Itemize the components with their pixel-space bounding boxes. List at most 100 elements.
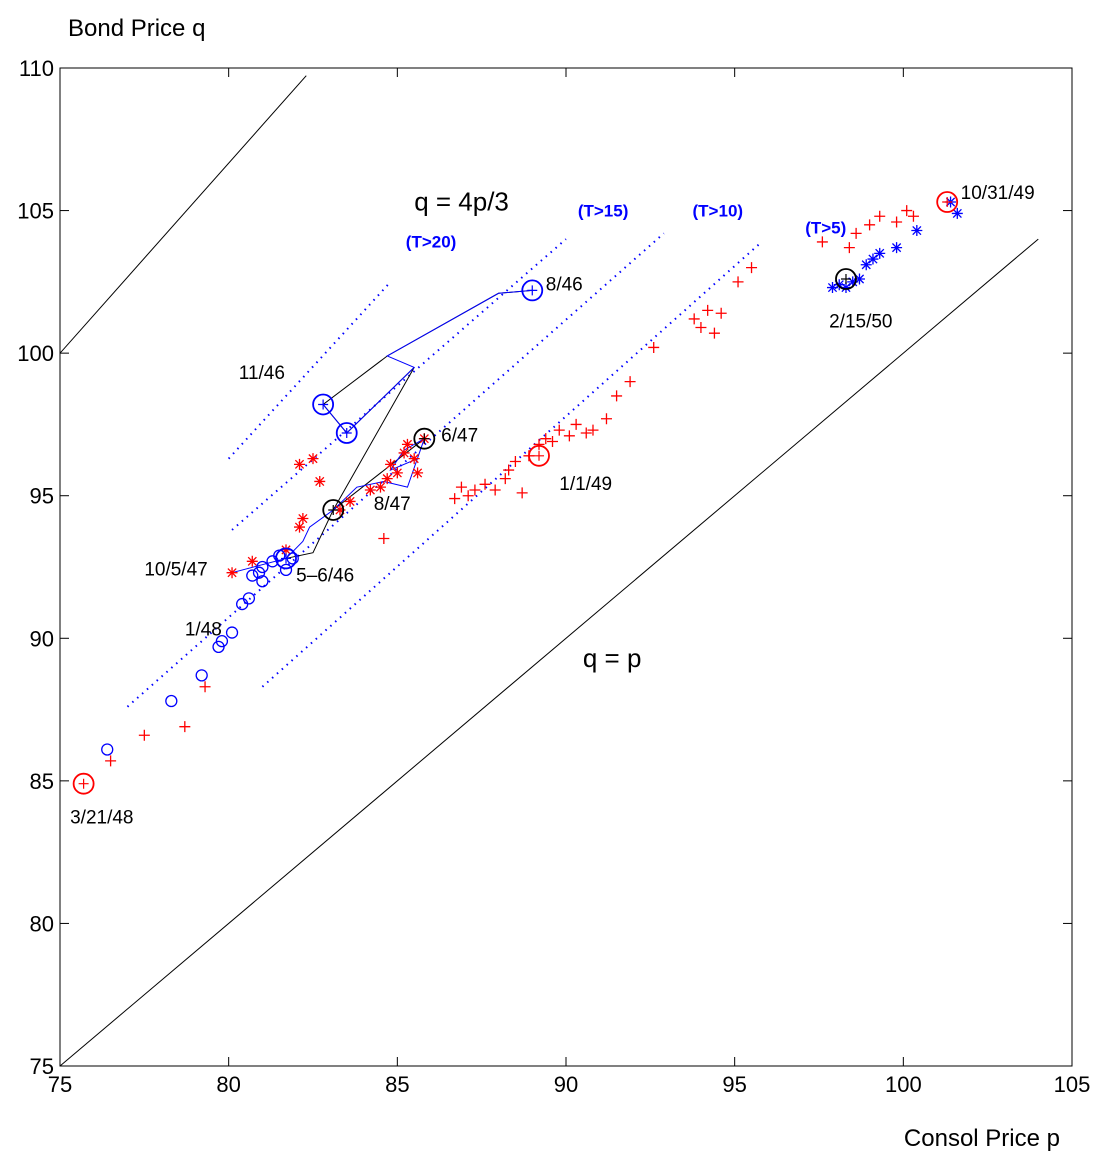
annotations: 8/46 11/46 6/47 1/1/49 8/47 10/5/47 5–6/46 1/48… — [70, 183, 1035, 828]
data-point-star-1-10 — [364, 484, 376, 496]
data-markers — [101, 196, 963, 767]
data-point-plus-0-30 — [702, 304, 714, 316]
data-point-plus-0-23 — [587, 424, 599, 436]
maturity-line-3 — [261, 241, 763, 688]
data-point-plus-0-36 — [843, 242, 855, 254]
x-tick-label-4: 95 — [722, 1072, 746, 1097]
data-point-star-1-5 — [294, 458, 306, 470]
highlight-center-1 — [534, 450, 545, 461]
data-point-plus-0-41 — [901, 205, 913, 217]
data-point-plus-0-19 — [553, 424, 565, 436]
data-point-star-3-8 — [891, 242, 903, 254]
data-point-plus-0-27 — [648, 341, 660, 353]
x-axis-label: Consol Price p — [904, 1125, 1060, 1152]
annotation-0: 8/46 — [546, 274, 583, 295]
highlight-center-7 — [419, 433, 430, 444]
data-point-star-3-4 — [853, 273, 865, 285]
data-point-plus-0-35 — [816, 236, 828, 248]
highlight-circle-3 — [521, 279, 544, 302]
data-point-star-3-3 — [847, 276, 859, 288]
data-point-plus-0-3 — [199, 681, 211, 693]
annotation-9: 10/31/49 — [961, 183, 1035, 204]
y-tick-label-7: 110 — [19, 56, 54, 81]
data-point-plus-0-1 — [138, 729, 150, 741]
data-point-circle-2-4 — [215, 634, 229, 648]
data-point-star-3-5 — [860, 259, 872, 271]
highlight-center-0 — [78, 778, 89, 789]
data-point-star-3-2 — [840, 282, 852, 294]
data-point-plus-0-21 — [570, 418, 582, 430]
data-point-star-1-12 — [381, 473, 393, 485]
highlight-center-5 — [341, 427, 352, 438]
data-point-plus-0-14 — [516, 487, 528, 499]
data-point-star-1-16 — [401, 438, 413, 450]
annotation-8: 3/21/48 — [70, 808, 133, 829]
annotation-1: 11/46 — [239, 363, 285, 384]
data-point-plus-0-24 — [600, 413, 612, 425]
data-point-star-1-13 — [385, 458, 397, 470]
highlight-circle-1 — [528, 444, 550, 467]
maturity-lines: (T>20) (T>15) (T>10) (T>5) — [126, 201, 846, 708]
annotation-5: 10/5/47 — [144, 560, 207, 581]
annotation-2: 6/47 — [441, 426, 478, 447]
data-point-star-1-4 — [297, 513, 309, 525]
annotation-6: 5–6/46 — [296, 565, 354, 586]
highlight-center-8 — [328, 504, 339, 515]
data-point-plus-0-18 — [547, 436, 559, 448]
data-point-plus-0-12 — [503, 464, 515, 476]
maturity-line-2 — [126, 232, 665, 708]
highlight-circles — [72, 191, 959, 795]
highlight-center-3 — [527, 285, 538, 296]
y-tick-label-5: 100 — [17, 341, 54, 366]
data-point-circle-2-14 — [279, 563, 293, 577]
data-point-circle-2-0 — [101, 743, 114, 756]
maturity-label-1: (T>15) — [578, 201, 629, 220]
data-point-plus-0-33 — [732, 276, 744, 288]
data-point-plus-0-42 — [907, 210, 919, 222]
data-point-plus-0-2 — [179, 721, 191, 733]
data-point-plus-0-22 — [580, 427, 592, 439]
data-point-plus-0-9 — [479, 478, 491, 490]
annotation-11: q = 4p/3 — [414, 187, 509, 217]
highlight-circle-5 — [335, 422, 358, 444]
data-point-circle-2-1 — [165, 694, 178, 708]
data-point-plus-0-29 — [695, 321, 707, 333]
data-point-star-3-7 — [874, 247, 886, 259]
annotation-3: 1/1/49 — [559, 474, 612, 495]
data-point-plus-0-16 — [533, 438, 545, 450]
data-point-star-1-14 — [391, 467, 403, 479]
data-point-plus-0-11 — [499, 473, 511, 485]
y-tick-label-2: 85 — [30, 769, 54, 794]
data-point-star-1-0 — [226, 567, 238, 579]
data-point-circle-2-11 — [256, 575, 269, 588]
x-tick-label-6: 105 — [1054, 1072, 1091, 1097]
highlight-center-4 — [318, 399, 329, 410]
x-tick-label-3: 90 — [554, 1072, 578, 1097]
y-tick-label-3: 90 — [30, 626, 54, 651]
data-point-star-1-15 — [398, 447, 410, 459]
y-tick-label-4: 95 — [30, 484, 54, 509]
data-point-star-1-9 — [344, 495, 356, 507]
data-point-plus-0-4 — [378, 532, 390, 544]
data-point-plus-0-25 — [611, 390, 623, 402]
maturity-label-0: (T>20) — [406, 233, 457, 252]
data-point-star-1-11 — [374, 481, 386, 493]
highlight-center-6 — [281, 553, 292, 564]
highlight-circle-9 — [835, 268, 857, 290]
highlight-center-2 — [942, 197, 953, 208]
data-point-star-3-9 — [911, 225, 923, 237]
y-tick-label-6: 105 — [17, 199, 54, 224]
maturity-label-2: (T>10) — [693, 201, 744, 220]
data-point-star-3-11 — [951, 207, 963, 219]
maturity-line-0 — [227, 281, 392, 460]
highlight-circle-8 — [322, 499, 345, 521]
reference-line-1 — [60, 238, 1039, 1066]
data-point-plus-0-8 — [469, 484, 481, 496]
data-point-plus-0-28 — [688, 313, 700, 325]
annotation-12: q = p — [583, 643, 642, 673]
data-point-plus-0-32 — [715, 307, 727, 319]
data-point-plus-0-26 — [624, 376, 636, 388]
reference-line-0 — [60, 75, 307, 354]
